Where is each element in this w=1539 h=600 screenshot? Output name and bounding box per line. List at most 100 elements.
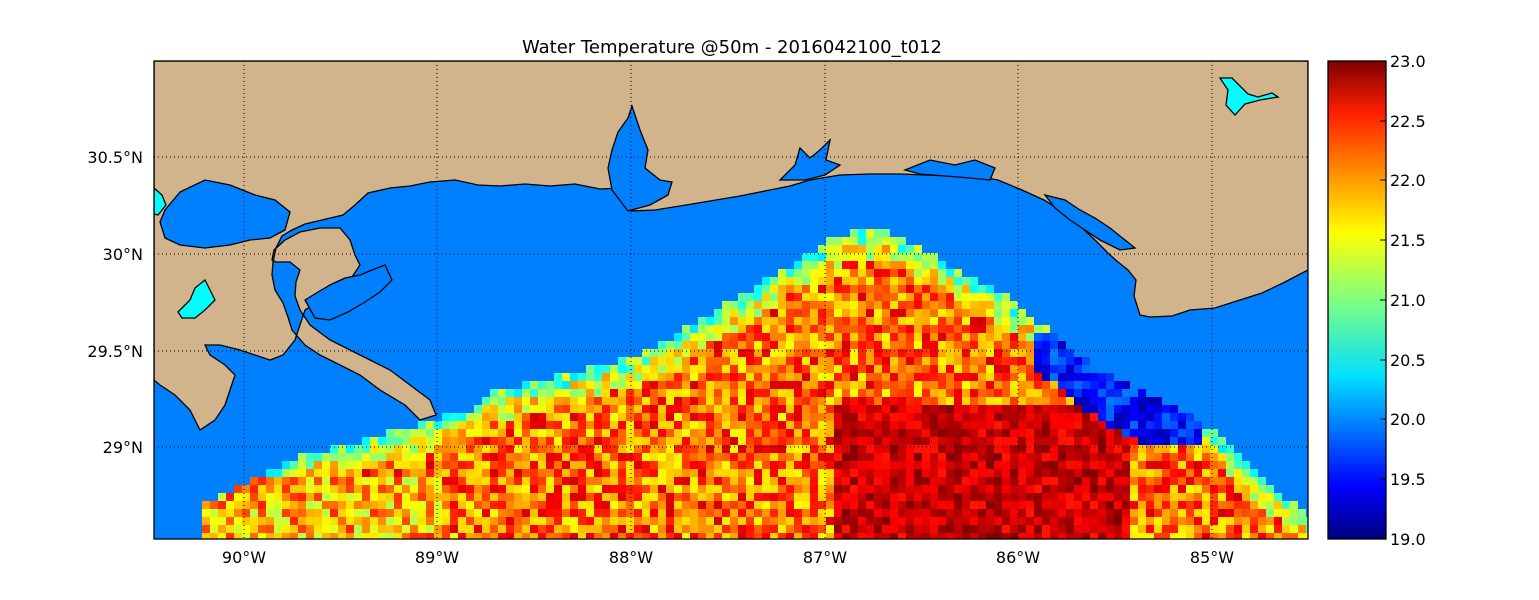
temperature-cell xyxy=(706,373,714,381)
temperature-cell xyxy=(474,477,482,485)
temperature-cell xyxy=(1042,437,1050,445)
temperature-cell xyxy=(458,429,466,437)
temperature-cell xyxy=(746,405,754,413)
temperature-cell xyxy=(1090,461,1098,469)
temperature-cell xyxy=(714,365,722,373)
temperature-cell xyxy=(1258,517,1266,525)
temperature-cell xyxy=(1090,365,1098,373)
temperature-cell xyxy=(978,469,986,477)
temperature-cell xyxy=(1058,461,1066,469)
temperature-cell xyxy=(234,533,242,539)
temperature-cell xyxy=(1066,493,1074,501)
temperature-cell xyxy=(970,301,978,309)
temperature-cell xyxy=(1250,485,1258,493)
temperature-cell xyxy=(394,469,402,477)
temperature-cell xyxy=(578,517,586,525)
temperature-cell xyxy=(906,453,914,461)
temperature-cell xyxy=(666,533,674,539)
temperature-cell xyxy=(778,485,786,493)
temperature-cell xyxy=(1130,485,1138,493)
temperature-cell xyxy=(778,269,786,277)
temperature-cell xyxy=(818,397,826,405)
temperature-cell xyxy=(762,405,770,413)
temperature-cell xyxy=(530,485,538,493)
temperature-cell xyxy=(1242,485,1250,493)
temperature-cell xyxy=(562,413,570,421)
temperature-cell xyxy=(1050,413,1058,421)
temperature-cell xyxy=(442,429,450,437)
temperature-cell xyxy=(826,317,834,325)
temperature-cell xyxy=(530,397,538,405)
temperature-cell xyxy=(978,453,986,461)
temperature-cell xyxy=(810,261,818,269)
temperature-cell xyxy=(498,525,506,533)
temperature-cell xyxy=(546,453,554,461)
temperature-cell xyxy=(770,309,778,317)
temperature-cell xyxy=(466,461,474,469)
temperature-cell xyxy=(594,397,602,405)
temperature-cell xyxy=(1122,397,1130,405)
temperature-cell xyxy=(418,493,426,501)
temperature-cell xyxy=(866,373,874,381)
temperature-cell xyxy=(722,429,730,437)
temperature-cell xyxy=(506,461,514,469)
temperature-cell xyxy=(306,477,314,485)
temperature-cell xyxy=(954,397,962,405)
temperature-cell xyxy=(1162,469,1170,477)
temperature-cell xyxy=(490,533,498,539)
temperature-cell xyxy=(562,493,570,501)
temperature-cell xyxy=(434,421,442,429)
temperature-cell xyxy=(722,469,730,477)
temperature-cell xyxy=(738,477,746,485)
temperature-cell xyxy=(890,437,898,445)
temperature-cell xyxy=(218,493,226,501)
temperature-cell xyxy=(1066,365,1074,373)
temperature-cell xyxy=(770,365,778,373)
temperature-cell xyxy=(1050,333,1058,341)
temperature-cell xyxy=(978,477,986,485)
temperature-cell xyxy=(1202,525,1210,533)
temperature-cell xyxy=(866,429,874,437)
temperature-cell xyxy=(418,445,426,453)
temperature-cell xyxy=(978,525,986,533)
temperature-cell xyxy=(1026,317,1034,325)
temperature-cell xyxy=(610,469,618,477)
temperature-cell xyxy=(722,309,730,317)
temperature-cell xyxy=(690,429,698,437)
temperature-cell xyxy=(1098,485,1106,493)
temperature-cell xyxy=(370,493,378,501)
temperature-cell xyxy=(306,501,314,509)
temperature-cell xyxy=(818,509,826,517)
temperature-cell xyxy=(578,381,586,389)
temperature-cell xyxy=(962,469,970,477)
temperature-cell xyxy=(802,501,810,509)
temperature-cell xyxy=(914,413,922,421)
temperature-cell xyxy=(770,509,778,517)
temperature-cell xyxy=(778,477,786,485)
temperature-cell xyxy=(490,517,498,525)
temperature-cell xyxy=(298,509,306,517)
temperature-cell xyxy=(986,357,994,365)
temperature-cell xyxy=(714,517,722,525)
temperature-cell xyxy=(890,261,898,269)
temperature-cell xyxy=(450,533,458,539)
temperature-cell xyxy=(538,421,546,429)
temperature-cell xyxy=(794,413,802,421)
temperature-cell xyxy=(250,525,258,533)
temperature-cell xyxy=(442,461,450,469)
temperature-cell xyxy=(794,349,802,357)
temperature-cell xyxy=(1090,381,1098,389)
temperature-cell xyxy=(546,509,554,517)
temperature-cell xyxy=(1090,445,1098,453)
temperature-cell xyxy=(930,453,938,461)
temperature-cell xyxy=(514,517,522,525)
temperature-cell xyxy=(682,333,690,341)
temperature-cell xyxy=(1194,517,1202,525)
temperature-cell xyxy=(946,381,954,389)
temperature-cell xyxy=(1074,365,1082,373)
temperature-cell xyxy=(882,365,890,373)
temperature-cell xyxy=(1018,469,1026,477)
temperature-cell xyxy=(898,389,906,397)
temperature-cell xyxy=(898,493,906,501)
temperature-cell xyxy=(738,517,746,525)
